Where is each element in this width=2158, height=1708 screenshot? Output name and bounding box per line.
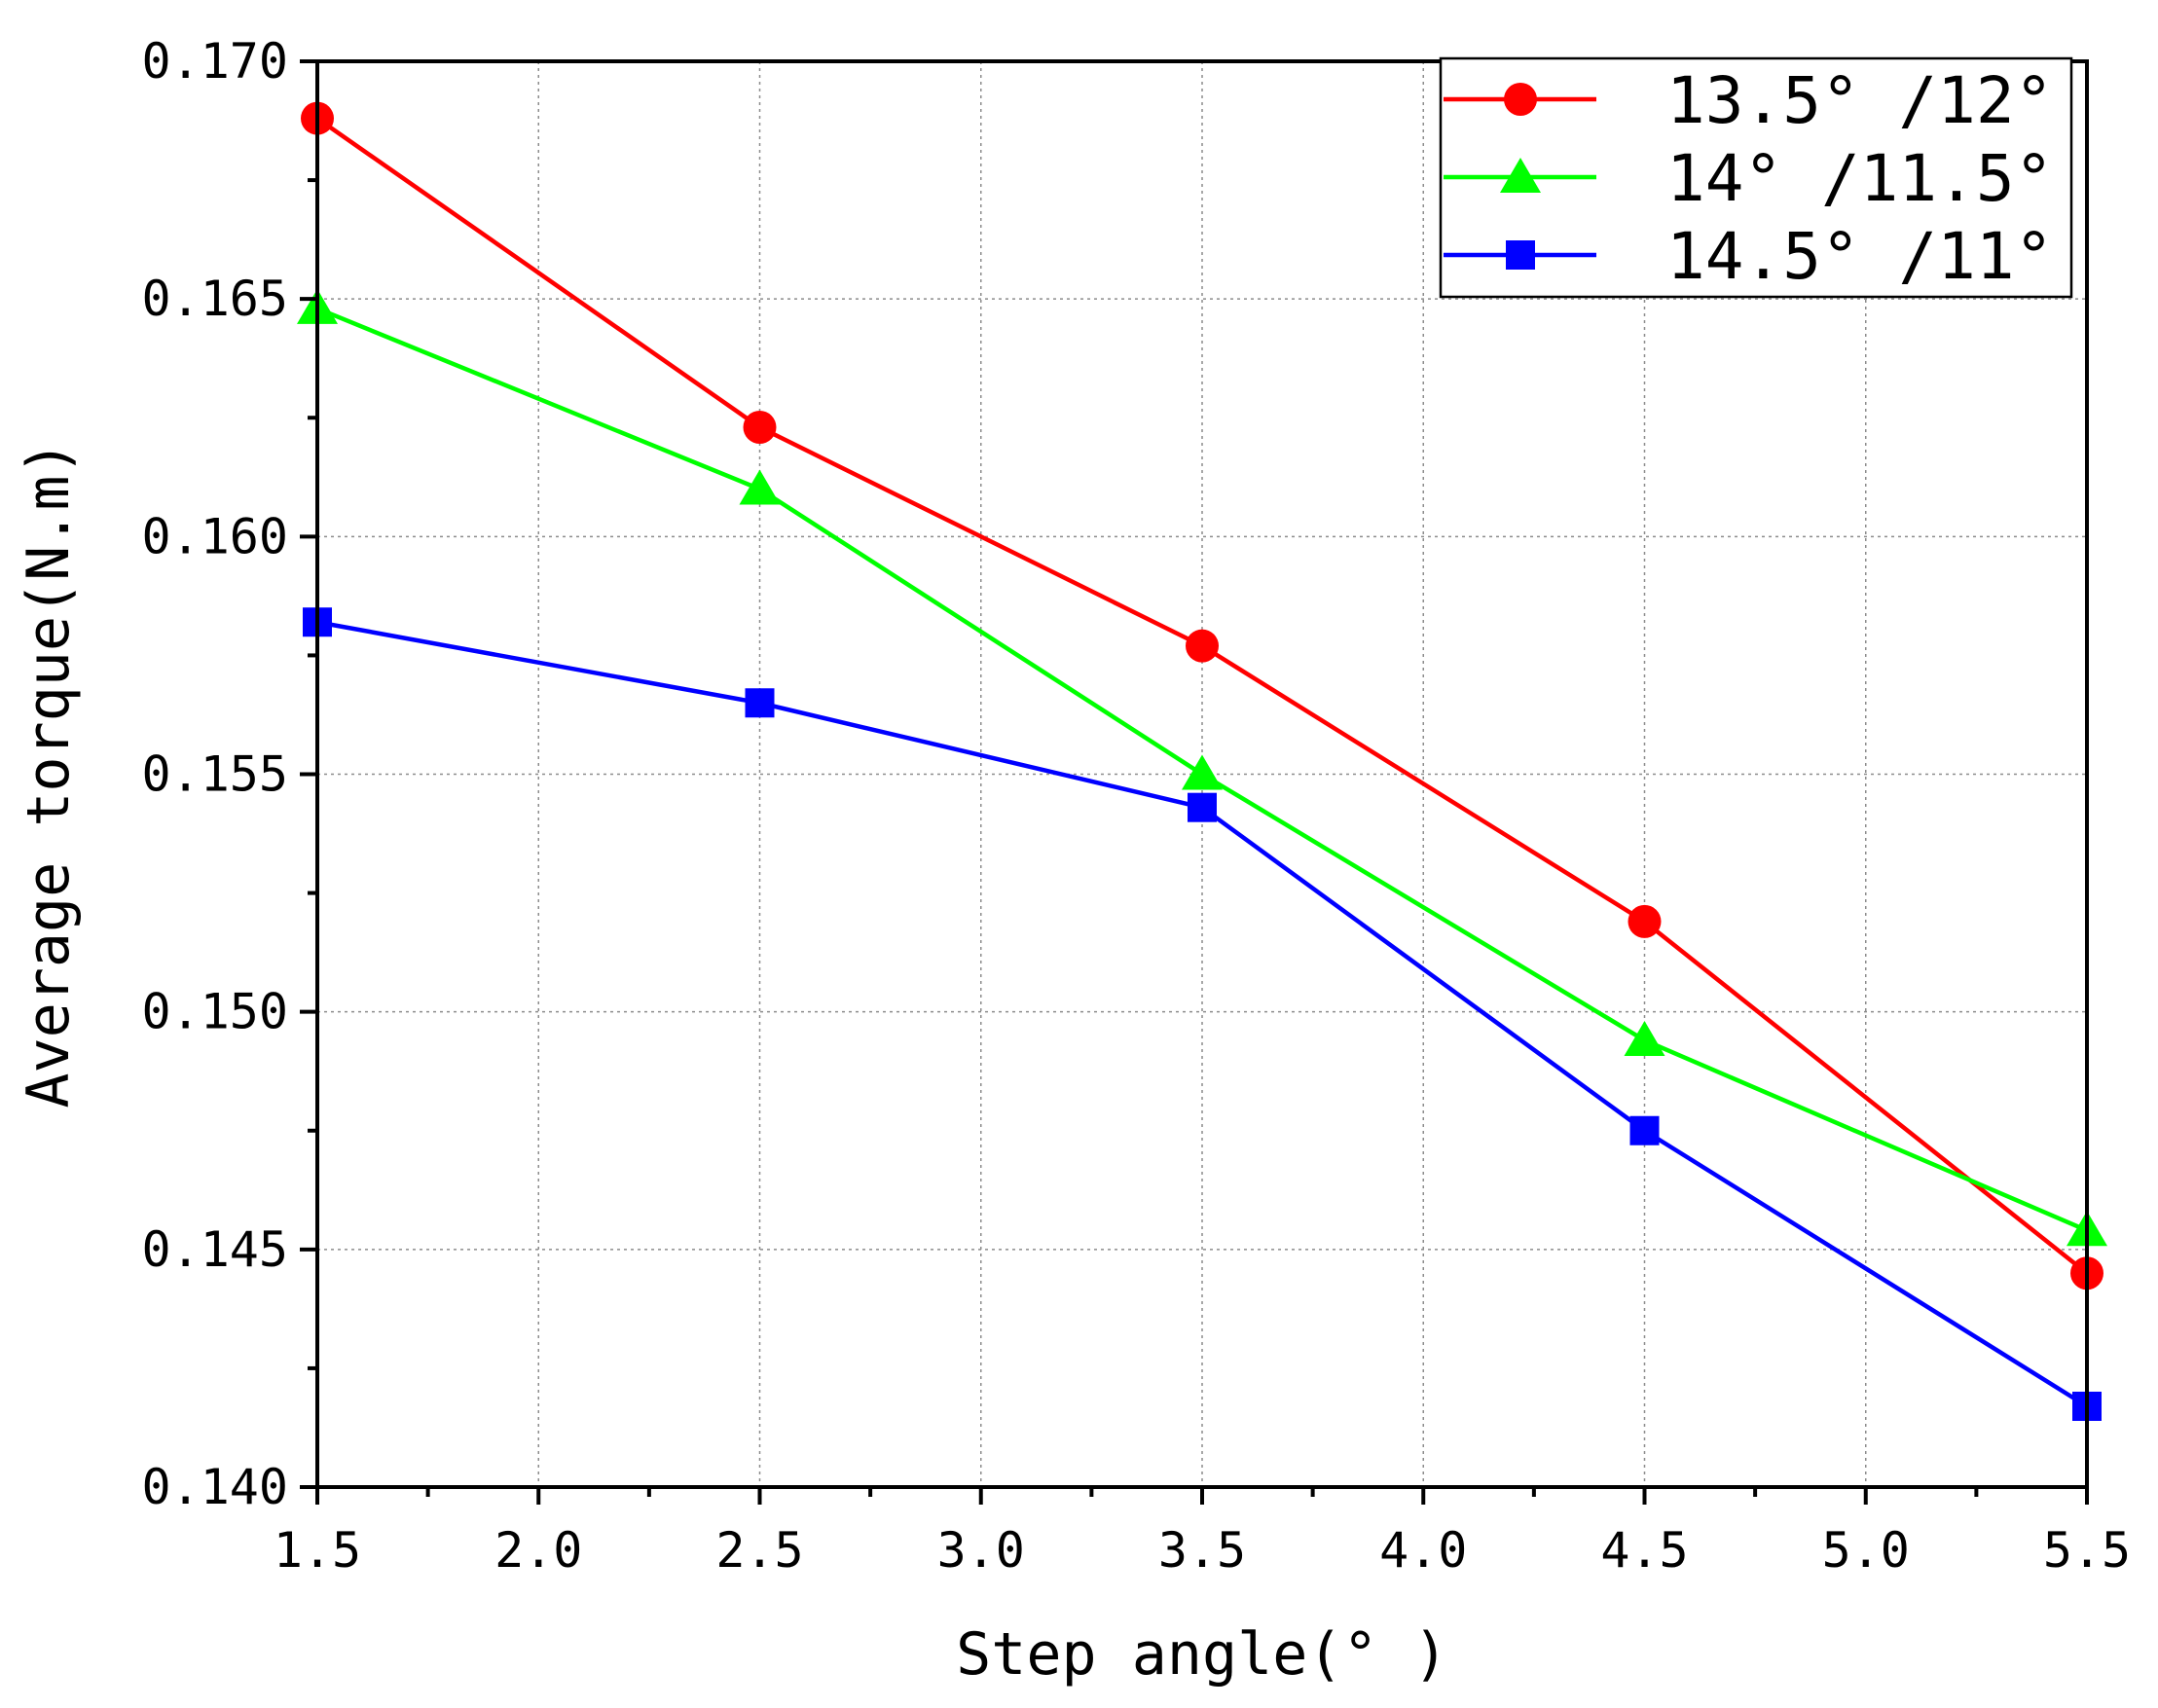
- x-tick-label: 5.0: [1822, 1522, 1910, 1579]
- y-tick-label: 0.150: [141, 984, 288, 1040]
- legend-marker: [1504, 83, 1537, 116]
- y-tick-label: 0.165: [141, 271, 288, 327]
- legend-item: 14° /11.5°: [1444, 141, 2053, 216]
- y-tick-label: 0.160: [141, 508, 288, 564]
- x-tick-label: 4.0: [1379, 1522, 1467, 1579]
- legend-label: 14.5° /11°: [1666, 219, 2053, 294]
- data-point: [739, 469, 781, 505]
- data-point: [1624, 1020, 1665, 1056]
- data-point: [1628, 904, 1662, 938]
- grid: [317, 61, 2087, 1487]
- legend-label: 14° /11.5°: [1666, 141, 2053, 216]
- y-tick-label: 0.155: [141, 746, 288, 803]
- legend: 13.5° /12°14° /11.5°14.5° /11°: [1439, 56, 2073, 299]
- x-tick-label: 2.0: [494, 1522, 582, 1579]
- x-tick-label: 3.0: [937, 1522, 1025, 1579]
- x-tick-label: 3.5: [1158, 1522, 1246, 1579]
- axes: 1.5 2.0 2.5 3.0 3.5 4.0 4.5 5.0 5.5 0.140 0.145 0.1…: [141, 33, 2131, 1579]
- y-axis-title: Average torque(N.m): [15, 440, 83, 1108]
- legend-item: 14.5° /11°: [1444, 219, 2053, 294]
- series-2: [297, 288, 2107, 1247]
- y-tick-label: 0.170: [141, 33, 288, 90]
- legend-marker: [1506, 240, 1535, 270]
- data-point: [1182, 754, 1223, 790]
- y-tick-label: 0.140: [141, 1459, 288, 1515]
- legend-marker: [1500, 158, 1541, 193]
- x-tick-label: 4.5: [1600, 1522, 1688, 1579]
- x-axis-title: Step angle(° ): [956, 1620, 1448, 1689]
- data-point: [1186, 629, 1219, 663]
- x-tick-label: 5.5: [2043, 1522, 2131, 1579]
- data-point: [743, 411, 777, 445]
- legend-item: 13.5° /12°: [1444, 63, 2053, 138]
- series-3: [303, 607, 2102, 1421]
- x-tick-label: 2.5: [715, 1522, 803, 1579]
- legend-label: 13.5° /12°: [1666, 63, 2053, 138]
- data-point: [1188, 792, 1217, 822]
- y-tick-label: 0.145: [141, 1221, 288, 1278]
- data-point: [745, 688, 775, 718]
- x-tick-label: 1.5: [274, 1522, 361, 1579]
- series-layer: [297, 101, 2107, 1421]
- data-point: [1629, 1115, 1660, 1145]
